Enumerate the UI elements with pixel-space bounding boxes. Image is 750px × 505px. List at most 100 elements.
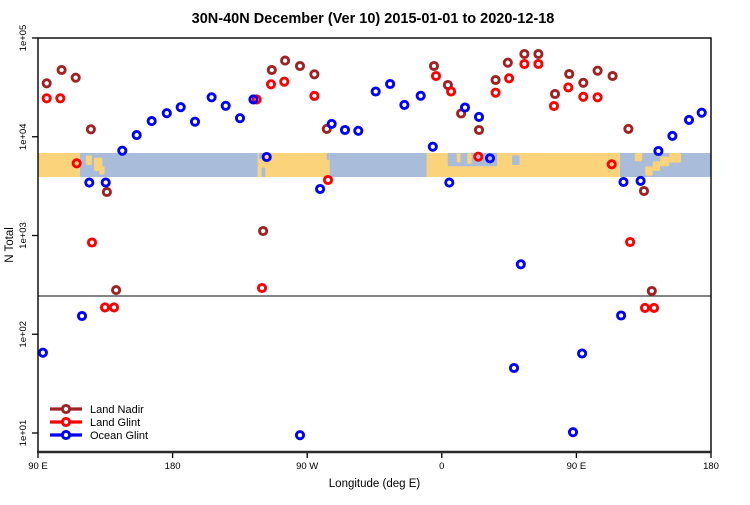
- legend-label: Ocean Glint: [90, 430, 148, 442]
- point-land-nadir: [56, 64, 67, 76]
- plot-frame: [37, 37, 712, 453]
- point-land-glint: [563, 82, 574, 93]
- point-ocean-glint: [248, 94, 259, 105]
- legend-item: Land Glint: [50, 416, 140, 429]
- point-land-glint: [639, 302, 651, 313]
- y-tick-label: 1e+01: [18, 420, 29, 447]
- point-ocean-glint: [667, 130, 678, 141]
- x-tick-label: 0: [439, 461, 444, 472]
- x-tick-label: 90 E: [567, 461, 587, 472]
- band-patch-ocean: [261, 167, 266, 177]
- band-patch-land: [645, 166, 653, 176]
- band-segment-ocean: [329, 153, 427, 177]
- point-ocean-glint: [567, 427, 579, 438]
- point-ocean-glint: [385, 78, 396, 90]
- point-land-nadir: [428, 60, 440, 72]
- point-land-glint: [279, 76, 290, 87]
- point-land-glint: [533, 58, 544, 70]
- point-ocean-glint: [427, 141, 438, 152]
- point-land-nadir: [294, 60, 306, 72]
- point-ocean-glint: [315, 183, 326, 195]
- band-patch-land: [99, 166, 105, 175]
- land-ocean-map-band: [38, 153, 711, 177]
- point-ocean-glint: [294, 430, 306, 441]
- legend-label: Land Glint: [90, 417, 140, 429]
- point-ocean-glint: [473, 111, 485, 122]
- point-ocean-glint: [146, 116, 157, 127]
- point-land-nadir: [564, 68, 575, 80]
- data-points: [37, 48, 707, 441]
- point-ocean-glint: [616, 310, 627, 321]
- point-ocean-glint: [683, 114, 695, 125]
- point-land-glint: [606, 159, 617, 170]
- point-ocean-glint: [696, 107, 707, 118]
- axis-ticks: 1e+05 1e+04 1e+03 1e+02 1e+01 90 E 180 90 W 0 90 …: [18, 25, 719, 472]
- point-land-glint: [473, 151, 484, 162]
- point-ocean-glint: [100, 177, 111, 188]
- point-ocean-glint: [37, 347, 48, 358]
- band-patch-land: [660, 156, 670, 167]
- point-land-glint: [256, 282, 268, 294]
- point-ocean-glint: [653, 145, 664, 157]
- legend-ring-icon: [60, 429, 72, 441]
- band-patch-ocean: [512, 155, 520, 165]
- point-land-nadir: [490, 74, 501, 86]
- point-ocean-glint: [370, 86, 381, 97]
- legend-ring-icon: [60, 416, 72, 428]
- point-ocean-glint: [206, 92, 217, 103]
- point-land-nadir: [473, 124, 485, 136]
- legend-ring-icon: [60, 403, 72, 415]
- point-ocean-glint: [353, 125, 364, 136]
- y-tick-label: 1e+05: [18, 25, 29, 52]
- band-patch-land: [669, 153, 682, 163]
- point-land-glint: [55, 93, 66, 104]
- legend-item: Land Nadir: [50, 403, 144, 416]
- point-land-nadir: [519, 48, 530, 60]
- point-land-glint: [265, 79, 277, 90]
- point-land-nadir: [321, 123, 332, 134]
- x-tick-label: 90 W: [296, 461, 318, 472]
- point-land-nadir: [70, 72, 81, 83]
- point-ocean-glint: [618, 176, 629, 188]
- point-ocean-glint: [234, 113, 246, 124]
- point-ocean-glint: [326, 118, 337, 129]
- chart-title: 30N-40N December (Ver 10) 2015-01-01 to …: [192, 11, 555, 27]
- point-land-glint: [99, 302, 111, 313]
- point-land-glint: [592, 92, 603, 103]
- y-axis-label: N Total: [4, 227, 16, 263]
- point-land-glint: [108, 302, 120, 313]
- point-land-nadir: [85, 124, 96, 135]
- point-land-nadir: [258, 225, 269, 237]
- band-segment-ocean: [79, 153, 258, 177]
- band-patch-land: [85, 155, 92, 165]
- point-land-nadir: [646, 285, 657, 297]
- point-land-glint: [504, 73, 515, 84]
- point-ocean-glint: [76, 310, 88, 322]
- point-ocean-glint: [515, 259, 526, 270]
- point-land-nadir: [41, 78, 52, 89]
- y-tick-label: 1e+04: [18, 123, 29, 150]
- point-land-glint: [490, 87, 501, 98]
- point-land-glint: [578, 91, 589, 102]
- legend-label: Land Nadir: [90, 404, 144, 416]
- x-tick-label: 180: [165, 461, 181, 472]
- point-ocean-glint: [189, 116, 201, 127]
- x-tick-label: 90 E: [28, 461, 48, 472]
- band-patch-land: [456, 153, 461, 163]
- point-land-nadir: [607, 70, 618, 82]
- point-land-glint: [71, 158, 82, 169]
- point-ocean-glint: [577, 348, 588, 359]
- band-patch-land: [467, 153, 472, 164]
- point-land-glint: [625, 236, 636, 248]
- y-tick-label: 1e+02: [18, 321, 29, 348]
- point-land-nadir: [533, 48, 544, 60]
- point-ocean-glint: [84, 177, 95, 188]
- point-ocean-glint: [459, 102, 471, 113]
- point-land-nadir: [578, 77, 589, 88]
- point-land-nadir: [638, 185, 650, 197]
- point-land-glint: [322, 174, 334, 186]
- point-ocean-glint: [415, 90, 426, 101]
- point-land-glint: [41, 93, 52, 104]
